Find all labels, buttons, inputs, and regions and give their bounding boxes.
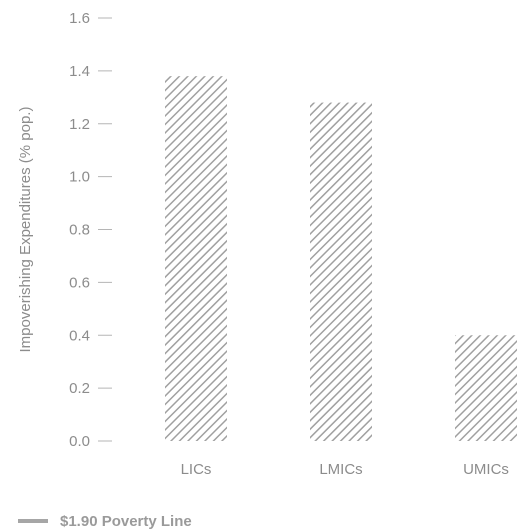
y-tick-label: 1.0 xyxy=(69,169,90,186)
x-tick-label: UMICs xyxy=(463,461,509,478)
x-tick-label: LMICs xyxy=(319,461,362,478)
legend: $1.90 Poverty Line xyxy=(18,513,192,530)
y-tick-label: 0.6 xyxy=(69,274,90,291)
y-tick-label: 0.4 xyxy=(69,327,90,344)
y-tick-label: 0.0 xyxy=(69,433,90,450)
legend-label: $1.90 Poverty Line xyxy=(60,513,192,530)
y-tick-label: 1.4 xyxy=(69,63,90,80)
y-tick-label: 0.2 xyxy=(69,380,90,397)
bar-umics xyxy=(455,335,517,441)
x-tick-label: LICs xyxy=(181,461,212,478)
x-axis: LICs LMICs UMICs xyxy=(181,461,509,478)
bar-lmics xyxy=(310,102,372,441)
y-tick-label: 0.8 xyxy=(69,222,90,239)
bar-lics xyxy=(165,76,227,441)
y-axis: 0.0 0.2 0.4 0.6 0.8 1.0 1.2 1.4 1.6 xyxy=(69,10,112,450)
y-axis-title: Impoverishing Expenditures (% pop.) xyxy=(17,107,34,353)
bars xyxy=(165,76,517,441)
y-tick-label: 1.2 xyxy=(69,116,90,133)
y-tick-label: 1.6 xyxy=(69,10,90,27)
